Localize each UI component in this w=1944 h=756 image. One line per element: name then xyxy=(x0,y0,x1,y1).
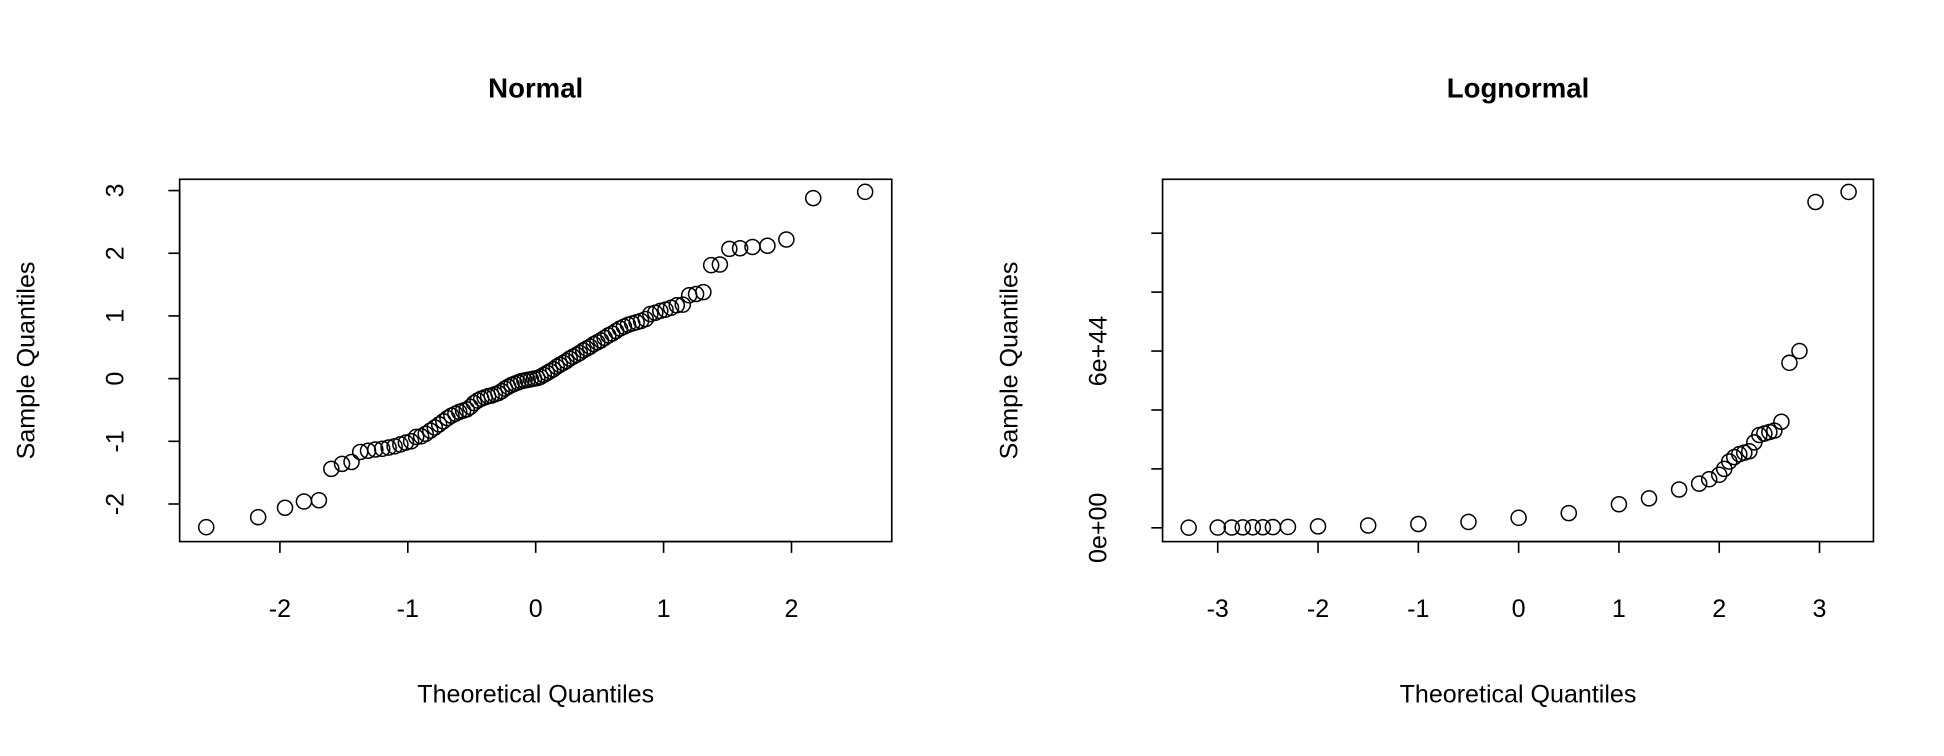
point xyxy=(1670,481,1688,498)
x-axis-label: Theoretical Quantiles xyxy=(417,680,654,708)
y-tick-label: 2 xyxy=(102,246,130,260)
chart-title: Lognormal xyxy=(1447,73,1589,104)
plot-frame xyxy=(1161,178,1875,543)
point xyxy=(1781,354,1798,372)
point xyxy=(1223,519,1241,536)
y-tick-label: -2 xyxy=(102,493,130,515)
point xyxy=(1610,495,1628,513)
point xyxy=(695,283,712,301)
point xyxy=(407,428,425,446)
point xyxy=(430,416,448,433)
point xyxy=(1791,342,1808,360)
point xyxy=(1731,445,1748,463)
point xyxy=(731,239,749,257)
x-tick-label: 2 xyxy=(1712,595,1726,623)
point xyxy=(373,440,391,458)
point xyxy=(1741,442,1758,460)
point xyxy=(343,453,360,471)
x-tick-label: 1 xyxy=(1612,595,1626,623)
point xyxy=(702,256,720,274)
point xyxy=(1410,515,1427,533)
x-tick-label: -1 xyxy=(1407,595,1429,623)
point xyxy=(1460,513,1477,531)
y-tick-label: 0 xyxy=(102,372,130,386)
point xyxy=(637,310,654,328)
point xyxy=(1180,519,1197,536)
point xyxy=(668,297,686,314)
point xyxy=(804,189,822,207)
y-axis-label: Sample Quantiles xyxy=(995,262,1023,460)
point xyxy=(295,493,313,510)
y-tick-label: 0e+00 xyxy=(1085,493,1113,563)
point xyxy=(402,433,420,450)
x-tick-label: 0 xyxy=(1512,595,1526,623)
x-tick-label: 2 xyxy=(785,595,799,623)
point xyxy=(1807,193,1824,211)
point xyxy=(1234,519,1252,536)
point xyxy=(422,422,439,439)
point xyxy=(1560,504,1578,522)
y-tick-label: -1 xyxy=(102,430,130,452)
point xyxy=(721,240,738,258)
point xyxy=(249,508,267,526)
point xyxy=(1756,425,1773,442)
x-tick-label: -3 xyxy=(1207,595,1229,623)
point xyxy=(1359,517,1377,534)
y-tick-label: 6e+44 xyxy=(1085,316,1113,386)
point xyxy=(856,183,874,201)
point xyxy=(1510,509,1527,527)
point xyxy=(310,491,328,509)
point xyxy=(333,455,351,473)
y-tick-label: 3 xyxy=(102,184,130,198)
point xyxy=(323,460,340,478)
point xyxy=(1254,518,1272,536)
point xyxy=(1700,470,1718,488)
point xyxy=(1710,466,1728,484)
point xyxy=(276,499,294,517)
point xyxy=(1279,518,1297,536)
y-tick-label: 1 xyxy=(102,309,130,323)
point xyxy=(380,439,397,456)
x-tick-label: 3 xyxy=(1813,595,1827,623)
point xyxy=(1690,475,1708,492)
point xyxy=(674,296,692,313)
point xyxy=(778,231,795,248)
point xyxy=(1840,183,1857,201)
point xyxy=(1209,519,1227,536)
point xyxy=(687,285,705,303)
point xyxy=(1640,490,1658,507)
x-tick-label: 0 xyxy=(529,595,543,623)
x-tick-label: 1 xyxy=(657,595,671,623)
chart-title: Normal xyxy=(488,73,583,104)
point xyxy=(711,256,729,273)
y-axis-label: Sample Quantiles xyxy=(13,262,41,460)
plot-frame xyxy=(178,178,893,543)
point xyxy=(367,441,384,458)
point xyxy=(417,425,434,443)
point xyxy=(651,302,669,320)
x-axis-label: Theoretical Quantiles xyxy=(1400,680,1637,708)
point xyxy=(1761,423,1778,441)
x-tick-label: -1 xyxy=(397,595,419,623)
point xyxy=(759,237,776,255)
point xyxy=(1773,413,1790,431)
x-tick-label: -2 xyxy=(1307,595,1329,623)
point xyxy=(1244,519,1262,536)
point xyxy=(1309,518,1327,535)
point xyxy=(1264,518,1282,536)
point xyxy=(426,419,444,436)
x-tick-label: -2 xyxy=(269,595,291,623)
point xyxy=(197,518,215,536)
